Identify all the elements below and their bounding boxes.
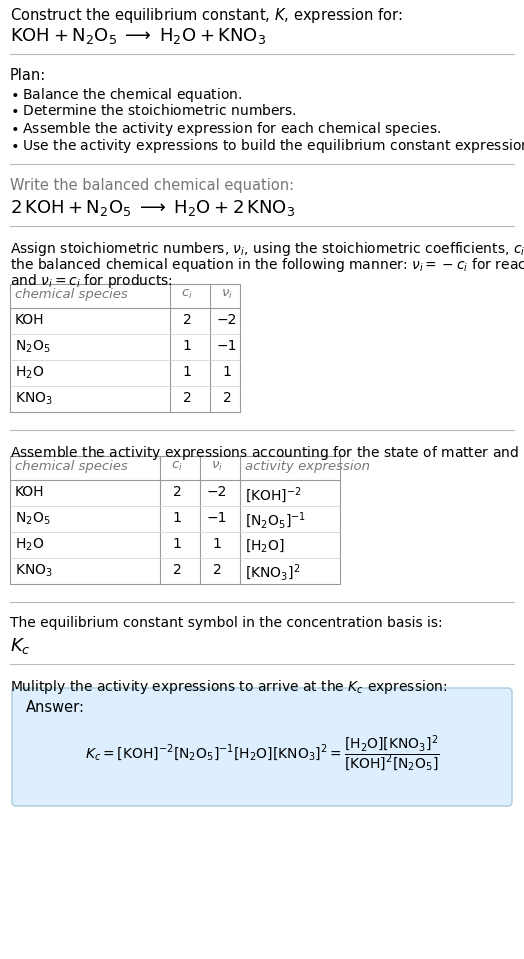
Text: Answer:: Answer: [26, 700, 85, 715]
Text: $\nu_i$: $\nu_i$ [211, 460, 223, 473]
Text: $\bullet\;$Use the activity expressions to build the equilibrium constant expres: $\bullet\;$Use the activity expressions … [10, 137, 524, 155]
Text: 1: 1 [182, 339, 191, 353]
Text: 1: 1 [172, 537, 181, 551]
Text: $\mathrm{2\,KOH + N_2O_5 \;\longrightarrow\; H_2O + 2\,KNO_3}$: $\mathrm{2\,KOH + N_2O_5 \;\longrightarr… [10, 198, 295, 218]
Bar [10, 284, 240, 412]
Text: Mulitply the activity expressions to arrive at the $K_c$ expression:: Mulitply the activity expressions to arr… [10, 678, 447, 696]
Text: −1: −1 [217, 339, 237, 353]
Text: 1: 1 [172, 511, 181, 525]
Text: $\bullet\;$Determine the stoichiometric numbers.: $\bullet\;$Determine the stoichiometric … [10, 103, 297, 118]
Text: $\mathrm{KOH + N_2O_5 \;\longrightarrow\; H_2O + KNO_3}$: $\mathrm{KOH + N_2O_5 \;\longrightarrow\… [10, 26, 266, 46]
Text: The equilibrium constant symbol in the concentration basis is:: The equilibrium constant symbol in the c… [10, 616, 443, 630]
Text: $[\mathrm{KNO_3}]^2$: $[\mathrm{KNO_3}]^2$ [245, 563, 300, 583]
Text: $\mathrm{H_2O}$: $\mathrm{H_2O}$ [15, 537, 44, 553]
Text: KOH: KOH [15, 485, 45, 499]
Text: −2: −2 [207, 485, 227, 499]
Text: activity expression: activity expression [245, 460, 370, 473]
Text: $\nu_i$: $\nu_i$ [221, 288, 233, 301]
Text: Write the balanced chemical equation:: Write the balanced chemical equation: [10, 178, 294, 193]
Text: chemical species: chemical species [15, 460, 128, 473]
Text: $\mathrm{N_2O_5}$: $\mathrm{N_2O_5}$ [15, 339, 51, 356]
Text: 2: 2 [172, 563, 181, 577]
Text: 2: 2 [183, 391, 191, 405]
Text: 2: 2 [223, 391, 232, 405]
Text: 1: 1 [223, 365, 232, 379]
Text: 2: 2 [213, 563, 221, 577]
Text: 1: 1 [213, 537, 222, 551]
Text: Construct the equilibrium constant, $K$, expression for:: Construct the equilibrium constant, $K$,… [10, 6, 402, 25]
Text: and $\nu_i = c_i$ for products:: and $\nu_i = c_i$ for products: [10, 272, 173, 290]
Text: $[\mathrm{KOH}]^{-2}$: $[\mathrm{KOH}]^{-2}$ [245, 485, 302, 504]
Text: Assign stoichiometric numbers, $\nu_i$, using the stoichiometric coefficients, $: Assign stoichiometric numbers, $\nu_i$, … [10, 240, 524, 258]
Text: $c_i$: $c_i$ [181, 288, 193, 301]
Text: $\mathrm{H_2O}$: $\mathrm{H_2O}$ [15, 365, 44, 382]
Text: $\bullet\;$Assemble the activity expression for each chemical species.: $\bullet\;$Assemble the activity express… [10, 120, 441, 138]
Bar [10, 456, 340, 584]
Text: Plan:: Plan: [10, 68, 46, 83]
Text: 2: 2 [183, 313, 191, 327]
Text: $\mathrm{KNO_3}$: $\mathrm{KNO_3}$ [15, 391, 53, 408]
Text: −2: −2 [217, 313, 237, 327]
Text: $K_c = [\mathrm{KOH}]^{-2}[\mathrm{N_2O_5}]^{-1}[\mathrm{H_2O}][\mathrm{KNO_3}]^: $K_c = [\mathrm{KOH}]^{-2}[\mathrm{N_2O_… [85, 734, 439, 774]
Text: 2: 2 [172, 485, 181, 499]
Text: 1: 1 [182, 365, 191, 379]
Text: $[\mathrm{H_2O}]$: $[\mathrm{H_2O}]$ [245, 537, 285, 553]
Text: −1: −1 [207, 511, 227, 525]
Text: $K_c$: $K_c$ [10, 636, 30, 656]
Text: $\mathrm{KNO_3}$: $\mathrm{KNO_3}$ [15, 563, 53, 579]
Text: $\mathrm{N_2O_5}$: $\mathrm{N_2O_5}$ [15, 511, 51, 527]
Text: the balanced chemical equation in the following manner: $\nu_i = -c_i$ for react: the balanced chemical equation in the fo… [10, 256, 524, 274]
Text: $\bullet\;$Balance the chemical equation.: $\bullet\;$Balance the chemical equation… [10, 86, 242, 104]
Text: $[\mathrm{N_2O_5}]^{-1}$: $[\mathrm{N_2O_5}]^{-1}$ [245, 511, 306, 531]
FancyBboxPatch shape [12, 688, 512, 806]
Text: $c_i$: $c_i$ [171, 460, 183, 473]
Text: Assemble the activity expressions accounting for the state of matter and $\nu_i$: Assemble the activity expressions accoun… [10, 444, 524, 462]
Text: KOH: KOH [15, 313, 45, 327]
Text: chemical species: chemical species [15, 288, 128, 301]
